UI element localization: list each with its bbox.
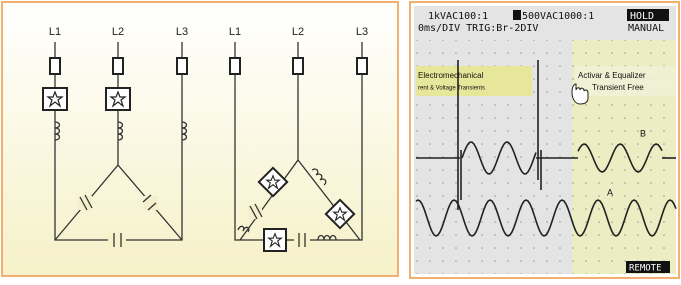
circuit-panel: L1 L2 L3 L1 L2 L3 — [2, 2, 398, 276]
note-text: Electromechanical — [418, 71, 484, 80]
remote-status: REMOTE — [629, 264, 662, 274]
page: L1 L2 L3 L1 L2 L3 — [0, 0, 681, 280]
timebase-setting: 0ms/DIV TRIG:Br-2DIV — [418, 23, 538, 34]
phase-label: L3 — [176, 26, 188, 38]
phase-label: L2 — [112, 26, 124, 38]
note-text: rent & Voltage Transients — [418, 86, 485, 92]
trace-label: B — [640, 128, 646, 138]
phase-label: L3 — [356, 26, 368, 38]
panel-frame — [2, 2, 398, 276]
note-text: Activar & Equalizer — [578, 71, 646, 80]
phase-label: L1 — [49, 26, 61, 38]
scope-panel: 1kVAC100:1 500VAC1000:1 HOLD 0ms/DIV TRI… — [410, 2, 679, 278]
trace-label: A — [607, 187, 613, 197]
channel-setting: 1kVAC100:1 — [428, 11, 488, 22]
phase-label: L2 — [292, 26, 304, 38]
phase-label: L1 — [229, 26, 241, 38]
channel-setting: 500VAC1000:1 — [522, 11, 594, 22]
note-text: Transient Free — [592, 83, 644, 92]
mode-status: MANUAL — [628, 23, 664, 34]
hold-status: HOLD — [630, 11, 654, 22]
